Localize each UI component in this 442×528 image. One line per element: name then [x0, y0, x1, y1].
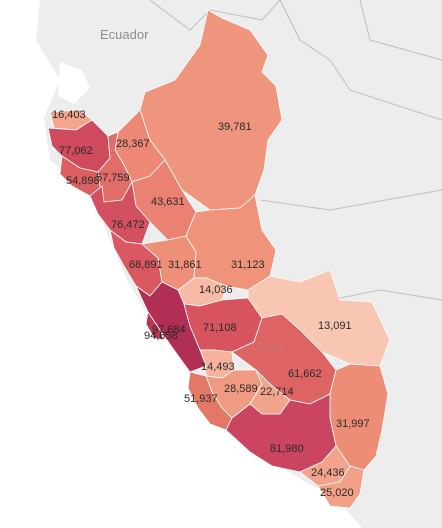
border-line	[259, 189, 442, 211]
region-value-label: 61,662	[288, 368, 322, 380]
region-value-label: 71,108	[203, 322, 237, 334]
border-line	[149, 0, 281, 31]
border-line	[359, 0, 442, 61]
gulf-of-guayaquil	[58, 62, 90, 104]
region-value-label: 16,403	[52, 109, 86, 121]
region-value-label: 57,759	[96, 172, 130, 184]
region-la-libertad[interactable]	[89, 181, 151, 245]
peru-label: Perú	[256, 340, 283, 355]
region-value-label: 54,898	[66, 175, 100, 187]
region-value-label: 68,891	[129, 259, 163, 271]
region-value-label: 31,123	[231, 259, 265, 271]
region-value-label: 51,937	[184, 393, 218, 405]
region-value-label: 31,997	[336, 418, 370, 430]
region-value-label: 31,861	[168, 259, 202, 271]
region-value-label: 43,631	[151, 196, 185, 208]
region-value-label: 13,091	[318, 320, 352, 332]
region-value-label: 14,036	[199, 284, 233, 296]
border-line	[329, 289, 442, 301]
region-value-label: 76,472	[111, 219, 145, 231]
region-value-label: 39,781	[218, 121, 252, 133]
region-value-label: 28,589	[224, 383, 258, 395]
region-value-label: 25,020	[320, 487, 354, 499]
region-callao[interactable]	[145, 311, 165, 341]
region-tacna[interactable]	[317, 465, 365, 509]
region-value-label: 94,658	[144, 330, 178, 342]
region-value-label: 14,493	[201, 361, 235, 373]
region-value-label: 28,367	[116, 138, 150, 150]
ecuador-label: Ecuador	[100, 27, 149, 42]
border-line	[279, 0, 442, 121]
region-value-label: 24,436	[311, 467, 345, 479]
region-value-label: 97,684	[152, 324, 186, 336]
region-arequipa[interactable]	[225, 393, 337, 473]
pacific-ocean	[0, 0, 362, 528]
region-value-label: 22,714	[260, 386, 294, 398]
region-value-label: 77,062	[59, 145, 93, 157]
region-value-label: 81,980	[270, 443, 304, 455]
